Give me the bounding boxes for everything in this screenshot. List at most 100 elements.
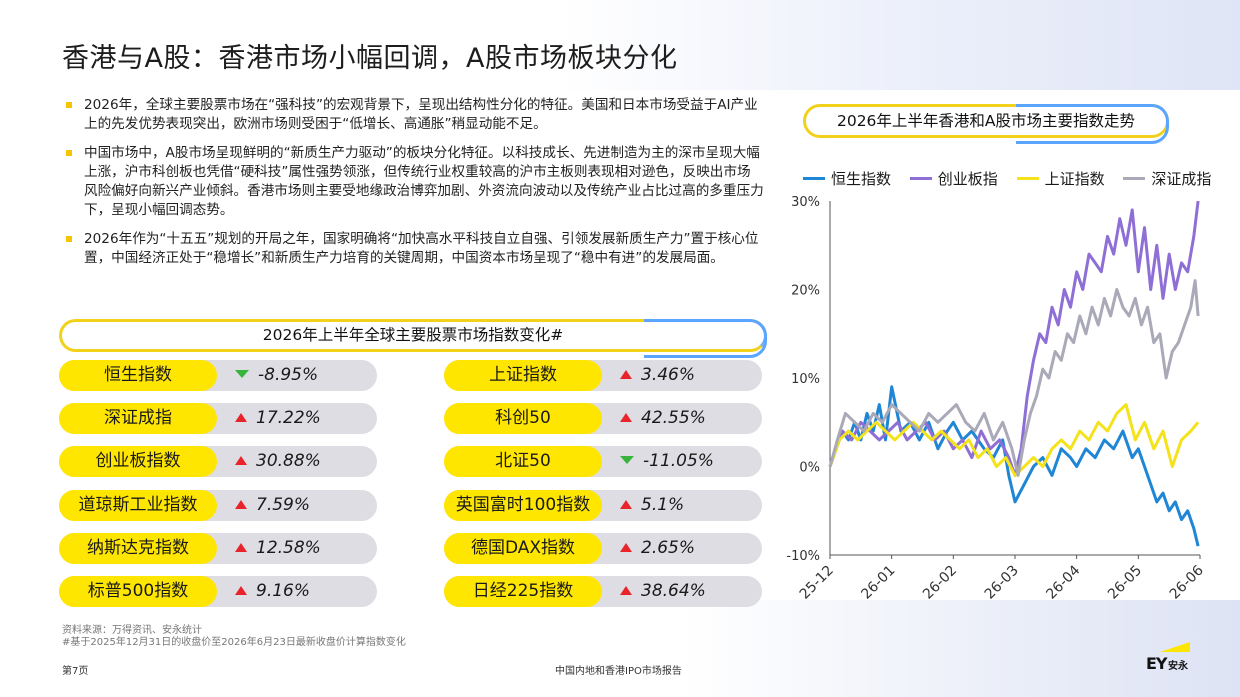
index-row: 纳斯达克指数 12.58%	[59, 532, 377, 564]
index-name: 上证指数	[444, 360, 602, 391]
index-row: 日经225指数 38.64%	[444, 576, 762, 607]
x-tick-label: 26-04	[1043, 562, 1083, 602]
up-arrow-icon	[235, 542, 247, 552]
index-name: 科创50	[444, 403, 602, 435]
legend-item: 创业板指	[909, 168, 998, 189]
y-tick-label: 10%	[791, 372, 820, 387]
legend-swatch	[1016, 177, 1039, 180]
index-change-value: 17.22%	[256, 408, 321, 429]
index-change-value: 38.64%	[641, 581, 706, 601]
index-trend-chart: 30% 20% 10% 0% -10%25-12 26-01 26-02 26-03 26-04…	[786, 195, 1207, 603]
legend-item: 恒生指数	[803, 168, 891, 189]
page-title: 香港与A股：香港市场小幅回调，A股市场板块分化	[62, 43, 678, 74]
page-number: 第7页	[62, 666, 89, 677]
index-name: 道琼斯工业指数	[59, 489, 217, 521]
index-change: -8.95%	[235, 360, 318, 391]
index-row: 恒生指数 -8.95%	[59, 360, 377, 391]
index-change: 42.55%	[620, 403, 706, 434]
legend-item: 深证成指	[1123, 168, 1211, 189]
x-tick-label: 26-05	[1105, 563, 1145, 603]
index-row: 科创50 42.55%	[444, 403, 762, 435]
x-tick-label: 25-12	[797, 563, 837, 603]
down-arrow-icon	[620, 456, 634, 465]
index-table-title: 2026年上半年全球主要股票市场指数变化#	[59, 319, 767, 358]
legend-swatch	[803, 177, 825, 180]
legend-label: 上证指数	[1044, 170, 1105, 188]
index-row: 深证成指 17.22%	[59, 403, 377, 435]
bullet-item: 2026年作为“十五五”规划的开局之年，国家明确将“加快高水平科技自立自强、引领…	[64, 230, 764, 268]
ey-logo: EY 安永	[1140, 640, 1190, 674]
index-change-value: 7.59%	[256, 494, 311, 515]
y-tick-label: 20%	[791, 284, 820, 299]
up-arrow-icon	[620, 370, 632, 379]
index-row: 上证指数 3.46%	[444, 360, 762, 391]
bullet-item: 中国市场中，A股市场呈现鲜明的“新质生产力驱动”的板块分化特征。以科技成长、先进…	[64, 144, 764, 220]
index-change-value: -8.95%	[258, 365, 319, 385]
up-arrow-icon	[620, 542, 632, 552]
index-name: 标普500指数	[59, 576, 217, 607]
y-tick-label: 0%	[799, 461, 820, 476]
bullet-marker	[66, 102, 72, 108]
y-tick-label: 30%	[791, 195, 820, 210]
up-arrow-icon	[235, 456, 247, 466]
down-arrow-icon	[235, 370, 249, 378]
index-change-value: -11.05%	[643, 451, 714, 472]
index-change: 5.1%	[620, 490, 684, 521]
legend-item: 上证指数	[1016, 168, 1105, 189]
chart-legend: 恒生指数 创业板指 上证指数 深证成指	[803, 168, 1225, 189]
up-arrow-icon	[620, 586, 632, 595]
legend-label: 恒生指数	[831, 170, 892, 188]
bullet-text: 2026年，全球主要股票市场在“强科技”的宏观背景下，呈现出结构性分化的特征。美…	[84, 97, 758, 132]
x-tick-label: 26-06	[1167, 562, 1207, 602]
index-row: 北证50 -11.05%	[444, 446, 762, 478]
up-arrow-icon	[235, 499, 247, 509]
index-name: 深证成指	[59, 403, 217, 435]
index-change: 12.58%	[235, 533, 321, 564]
bullet-list: 2026年，全球主要股票市场在“强科技”的宏观背景下，呈现出结构性分化的特征。美…	[64, 96, 764, 278]
legend-label: 深证成指	[1151, 170, 1212, 188]
legend-label: 创业板指	[937, 170, 998, 188]
index-row: 英国富时100指数 5.1%	[444, 489, 762, 521]
logo-cn-text: 安永	[1168, 661, 1188, 672]
series-line	[828, 385, 1200, 547]
index-change: 2.65%	[620, 533, 695, 564]
series-line	[828, 403, 1200, 477]
x-tick-label: 26-02	[920, 563, 960, 603]
logo-text: EY	[1146, 654, 1167, 673]
chart-title: 2026年上半年香港和A股市场主要指数走势	[803, 104, 1169, 144]
bullet-marker	[66, 236, 72, 242]
index-change-value: 30.88%	[256, 451, 321, 472]
index-name: 北证50	[444, 446, 602, 478]
index-change-value: 2.65%	[641, 537, 696, 558]
x-tick-label: 26-03	[982, 563, 1022, 603]
x-tick-label: 26-01	[858, 563, 898, 603]
legend-swatch	[909, 177, 932, 180]
up-arrow-icon	[620, 413, 632, 423]
bullet-text: 中国市场中，A股市场呈现鲜明的“新质生产力驱动”的板块分化特征。以科技成长、先进…	[84, 145, 764, 218]
footnote: #基于2025年12月31日的收盘价至2026年6月23日最新收盘价计算指数变化	[62, 637, 406, 648]
bullet-marker	[66, 150, 72, 156]
index-change-value: 42.55%	[641, 408, 706, 429]
index-name: 创业板指数	[59, 446, 217, 478]
index-name: 日经225指数	[444, 576, 602, 607]
index-change: 38.64%	[620, 576, 706, 607]
source-note: 资料来源：万得资讯、安永统计	[62, 625, 202, 636]
index-row: 德国DAX指数 2.65%	[444, 532, 762, 564]
up-arrow-icon	[235, 586, 247, 595]
bullet-item: 2026年，全球主要股票市场在“强科技”的宏观背景下，呈现出结构性分化的特征。美…	[64, 96, 764, 134]
up-arrow-icon	[620, 499, 632, 509]
index-row: 标普500指数 9.16%	[59, 576, 377, 607]
index-name: 英国富时100指数	[444, 489, 602, 521]
index-name: 德国DAX指数	[444, 532, 602, 564]
footer-background	[0, 600, 1240, 697]
index-change: 17.22%	[235, 403, 321, 434]
bullet-text: 2026年作为“十五五”规划的开局之年，国家明确将“加快高水平科技自立自强、引领…	[84, 231, 759, 266]
index-change: 9.16%	[235, 576, 310, 607]
legend-swatch	[1123, 177, 1146, 180]
series-line	[828, 279, 1200, 477]
y-tick-label: -10%	[786, 549, 820, 564]
index-name: 纳斯达克指数	[59, 532, 217, 564]
index-change-value: 9.16%	[256, 581, 311, 601]
report-name: 中国内地和香港IPO市场报告	[555, 666, 682, 677]
series-line	[828, 200, 1200, 477]
